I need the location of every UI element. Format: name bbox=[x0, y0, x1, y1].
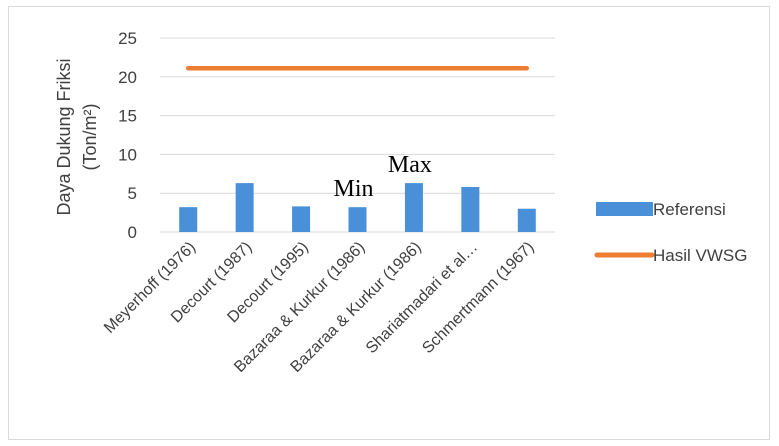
y-tick-label: 5 bbox=[128, 184, 137, 203]
y-tick-label: 20 bbox=[118, 68, 137, 87]
x-tick-label: Shariatmadari et al… bbox=[363, 239, 481, 357]
bar bbox=[517, 208, 536, 232]
legend-label: Referensi bbox=[653, 200, 726, 219]
annotation-label: Max bbox=[388, 152, 432, 178]
legend-swatch-bar bbox=[596, 202, 653, 216]
chart-frame bbox=[8, 6, 770, 440]
y-tick-label: 25 bbox=[118, 29, 137, 48]
x-tick-label: Meyerhoff (1976) bbox=[101, 239, 199, 337]
y-tick-label: 0 bbox=[128, 223, 137, 242]
bar bbox=[292, 206, 311, 232]
y-tick-labels: 0 5 10 15 20 25 bbox=[118, 29, 137, 242]
bar bbox=[235, 183, 254, 232]
x-tick-labels: Meyerhoff (1976)Decourt (1987)Decourt (1… bbox=[101, 239, 538, 376]
gridlines bbox=[160, 37, 555, 233]
legend-label: Hasil VWSG bbox=[653, 246, 747, 265]
y-axis-title-line: (Ton/m²) bbox=[80, 104, 100, 171]
bar bbox=[404, 183, 423, 232]
x-tick-label: Schmertmann (1967) bbox=[419, 239, 537, 357]
y-tick-label: 15 bbox=[118, 107, 137, 126]
bar bbox=[461, 186, 480, 232]
bar bbox=[179, 207, 198, 232]
bar bbox=[348, 207, 367, 232]
annotation-label: Min bbox=[333, 176, 373, 202]
annotations: Min Max bbox=[333, 152, 431, 202]
y-tick-label: 10 bbox=[118, 145, 137, 164]
bar-series bbox=[179, 183, 536, 232]
y-axis-title-line: Daya Dukung Friksi bbox=[54, 58, 74, 215]
y-axis-title: Daya Dukung Friksi (Ton/m²) bbox=[54, 58, 100, 215]
legend: Referensi Hasil VWSG bbox=[594, 200, 747, 265]
